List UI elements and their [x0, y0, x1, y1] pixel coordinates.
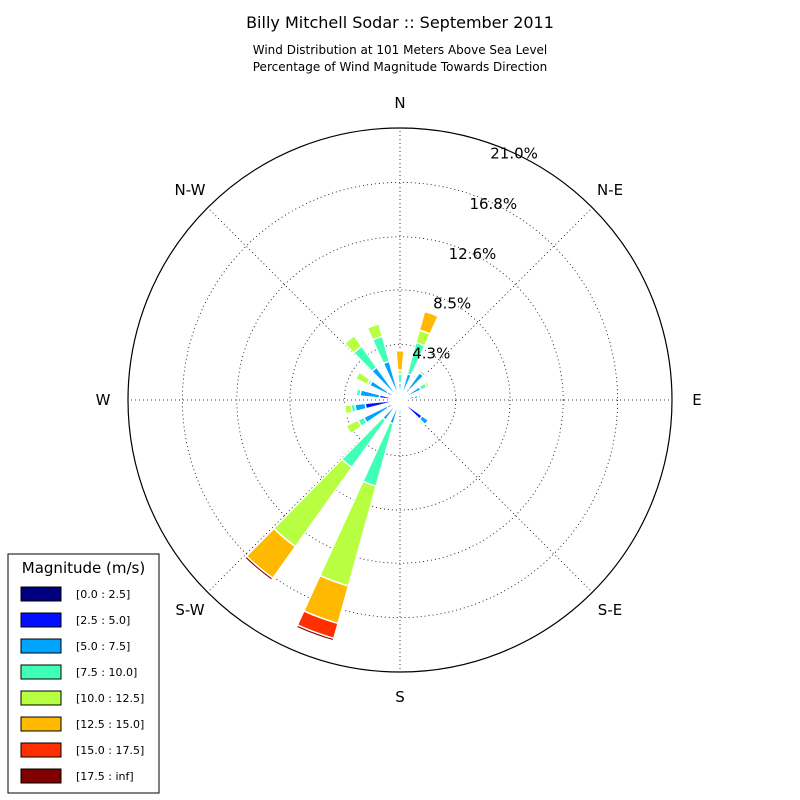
grid-ring: [289, 289, 511, 511]
radial-spoke: [399, 207, 593, 401]
legend: Magnitude (m/s) [0.0 : 2.5] [2.5 : 5.0] [5…: [7, 553, 160, 794]
legend-label: [15.0 : 17.5]: [76, 744, 144, 757]
radial-tick-label: 16.8%: [469, 195, 517, 213]
legend-swatch: [20, 768, 62, 784]
legend-label: [12.5 : 15.0]: [76, 718, 144, 731]
radial-spoke: [207, 207, 401, 401]
legend-label: [7.5 : 10.0]: [76, 666, 137, 679]
wind-bar-segment: [395, 350, 405, 372]
direction-label: E: [692, 391, 701, 409]
legend-swatch: [20, 612, 62, 628]
direction-label: N-E: [597, 181, 623, 199]
wind-bar-segment: [423, 380, 431, 389]
wind-bar-segment: [361, 421, 395, 488]
polar-grid: [127, 127, 673, 673]
wind-bar-segment: [243, 555, 274, 582]
direction-label: N-W: [175, 181, 206, 199]
radial-tick-label: 21.0%: [490, 145, 538, 163]
legend-label: [17.5 : inf]: [76, 770, 134, 783]
legend-label: [5.0 : 7.5]: [76, 640, 130, 653]
axis-labels: N N-E E S-E S S-W W N-W 4.3% 8.5% 12.6% 16.8% 21.0%: [96, 94, 702, 706]
direction-label: S-E: [598, 601, 622, 619]
wind-bar-segment: [366, 322, 384, 341]
radial-tick-label: 12.6%: [449, 245, 497, 263]
wind-bar-segment: [418, 310, 440, 335]
wind-bar-segment: [355, 388, 363, 397]
legend-swatch: [20, 664, 62, 680]
wind-bar-segment: [399, 399, 424, 421]
radial-tick-label: 8.5%: [433, 294, 471, 312]
legend-swatch: [20, 690, 62, 706]
outer-ring: [127, 127, 673, 673]
direction-label: S-W: [175, 601, 204, 619]
grid-ring: [181, 181, 619, 619]
wind-bar-segment: [418, 414, 430, 426]
direction-label: N: [394, 94, 405, 112]
direction-label: W: [96, 391, 111, 409]
legend-label: [10.0 : 12.5]: [76, 692, 144, 705]
wind-bar-segment: [397, 373, 403, 385]
radial-tick-label: 4.3%: [412, 345, 450, 363]
radial-spoke: [207, 399, 401, 593]
wind-bar-segment: [397, 382, 403, 395]
direction-label: S: [395, 688, 405, 706]
wind-bar-segment: [345, 419, 363, 435]
legend-label: [2.5 : 5.0]: [76, 614, 130, 627]
legend-swatch: [20, 586, 62, 602]
wind-bar-segment: [354, 371, 372, 386]
grid-ring: [236, 236, 564, 564]
legend-swatch: [20, 716, 62, 732]
wind-bar-segment: [359, 389, 381, 399]
radial-spoke: [399, 399, 593, 593]
wind-bar-segment: [295, 624, 335, 642]
wind-bar-segment: [420, 368, 428, 376]
legend-label: [0.0 : 2.5]: [76, 588, 130, 601]
chart-subtitle-line-1: Wind Distribution at 101 Meters Above Se…: [253, 43, 548, 57]
wind-bar-segment: [343, 403, 354, 415]
wind-bar-segment: [343, 334, 363, 354]
chart-title: Billy Mitchell Sodar :: September 2011: [246, 13, 554, 32]
legend-swatch: [20, 638, 62, 654]
wind-bar-segment: [398, 406, 402, 415]
chart-subtitle-line-2: Percentage of Wind Magnitude Towards Dir…: [253, 60, 547, 74]
wind-bars: [243, 310, 440, 642]
legend-title: Magnitude (m/s): [22, 559, 145, 577]
wind-bar-segment: [416, 393, 422, 400]
legend-swatch: [20, 742, 62, 758]
